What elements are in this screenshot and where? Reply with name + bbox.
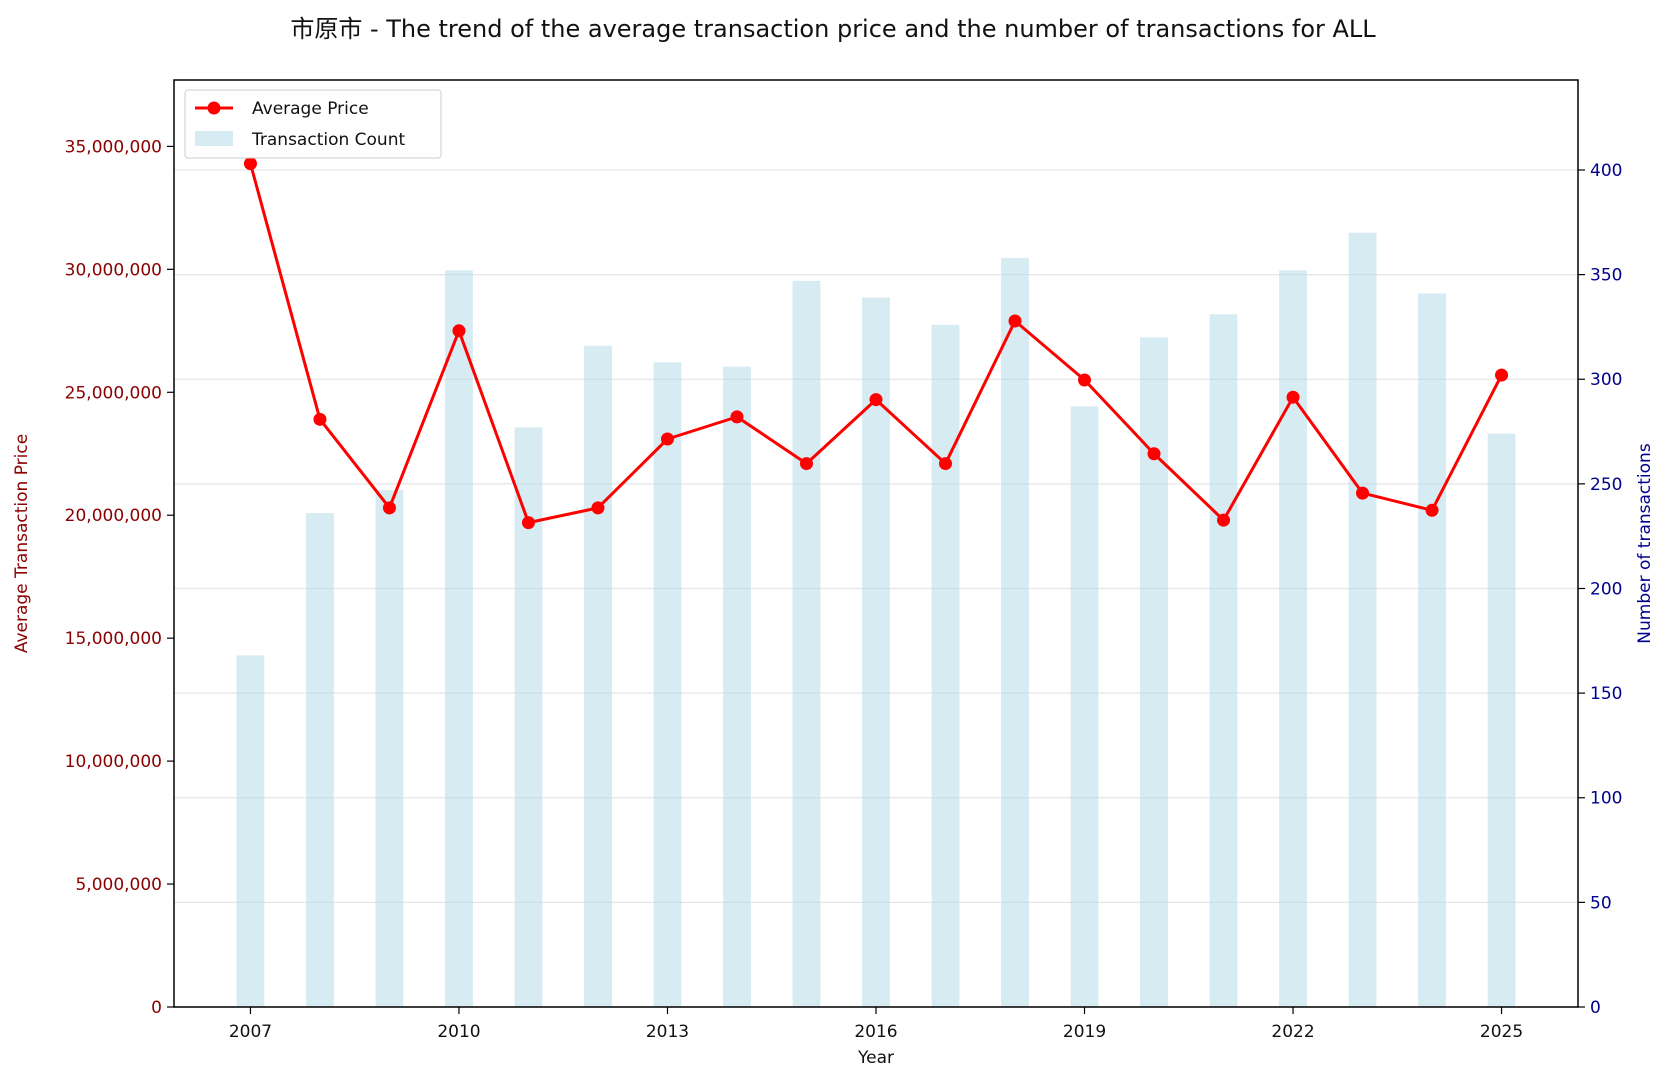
right-axis: 0 50 100 150 200 250 300 350 400 (1578, 161, 1622, 1018)
bar-2022 (1279, 270, 1307, 1007)
bar-2018 (1001, 257, 1029, 1007)
legend-line-marker (207, 101, 221, 115)
bar-2025 (1487, 433, 1516, 1007)
line-series (243, 157, 1509, 530)
point-2016 (869, 393, 883, 407)
point-2018 (1008, 314, 1022, 328)
bar-2020 (1140, 337, 1168, 1007)
right-tick-label: 200 (1590, 579, 1622, 599)
bar-2017 (931, 324, 960, 1007)
legend: Average Price Transaction Count (184, 89, 442, 159)
bar-2021 (1209, 314, 1238, 1007)
right-tick-label: 100 (1590, 789, 1622, 809)
left-tick-label: 20,000,000 (65, 506, 162, 526)
point-2024 (1425, 503, 1439, 517)
left-axis-label: Average Transaction Price (12, 434, 32, 653)
x-tick-label: 2013 (646, 1022, 689, 1042)
legend-bar-swatch (195, 131, 233, 146)
point-2025 (1495, 368, 1509, 382)
right-tick-label: 350 (1590, 266, 1622, 286)
bar-2016 (862, 297, 890, 1008)
bar-2009 (375, 490, 404, 1007)
right-tick-label: 150 (1590, 684, 1622, 704)
bar-2010 (445, 270, 473, 1007)
left-tick-label: 5,000,000 (75, 875, 162, 895)
x-tick-label: 2007 (229, 1022, 272, 1042)
right-tick-label: 300 (1590, 370, 1622, 390)
bar-2012 (584, 345, 612, 1008)
point-2015 (799, 457, 813, 471)
left-tick-label: 15,000,000 (65, 629, 162, 649)
point-2022 (1286, 390, 1300, 404)
point-2013 (660, 432, 674, 446)
x-tick-label: 2019 (1063, 1022, 1106, 1042)
left-axis: 0 5,000,000 10,000,000 15,000,000 20,000,000… (65, 137, 174, 1018)
x-tick-label: 2025 (1480, 1022, 1523, 1042)
point-2019 (1078, 373, 1092, 387)
bar-2014 (723, 366, 751, 1007)
point-2017 (939, 457, 953, 471)
right-tick-label: 50 (1590, 893, 1612, 913)
right-axis-label: Number of transactions (1635, 443, 1655, 644)
bar-2008 (306, 513, 334, 1007)
legend-box (184, 89, 442, 159)
bar-series (236, 232, 1516, 1008)
right-tick-label: 250 (1590, 475, 1622, 495)
point-2021 (1217, 513, 1231, 527)
bar-2011 (514, 427, 543, 1008)
left-tick-label: 0 (151, 998, 162, 1018)
point-2008 (313, 412, 327, 426)
right-tick-label: 400 (1590, 161, 1622, 181)
point-2012 (591, 501, 605, 515)
bar-2015 (792, 280, 821, 1007)
x-axis-label: Year (857, 1048, 894, 1068)
x-axis: 2007 2010 2013 2016 2019 2022 2025 (229, 1007, 1523, 1042)
right-tick-label: 0 (1590, 998, 1601, 1018)
x-tick-label: 2022 (1271, 1022, 1314, 1042)
point-2011 (521, 516, 535, 530)
chart-title: 市原市 - The trend of the average transacti… (290, 15, 1376, 43)
left-tick-label: 35,000,000 (65, 137, 162, 157)
point-2020 (1147, 447, 1161, 461)
bar-2024 (1418, 293, 1446, 1007)
left-tick-label: 30,000,000 (65, 260, 162, 280)
point-2009 (382, 501, 396, 515)
point-2007 (243, 157, 257, 171)
left-tick-label: 25,000,000 (65, 383, 162, 403)
bar-2007 (236, 655, 265, 1007)
point-2014 (730, 410, 744, 424)
legend-label-transaction-count: Transaction Count (251, 130, 405, 150)
point-2010 (452, 324, 466, 338)
x-tick-label: 2016 (854, 1022, 897, 1042)
bar-2023 (1348, 232, 1377, 1007)
bar-2013 (653, 362, 682, 1007)
x-tick-label: 2010 (437, 1022, 480, 1042)
legend-label-average-price: Average Price (252, 99, 369, 119)
point-2023 (1356, 486, 1370, 500)
left-tick-label: 10,000,000 (65, 752, 162, 772)
bar-2019 (1070, 406, 1099, 1007)
